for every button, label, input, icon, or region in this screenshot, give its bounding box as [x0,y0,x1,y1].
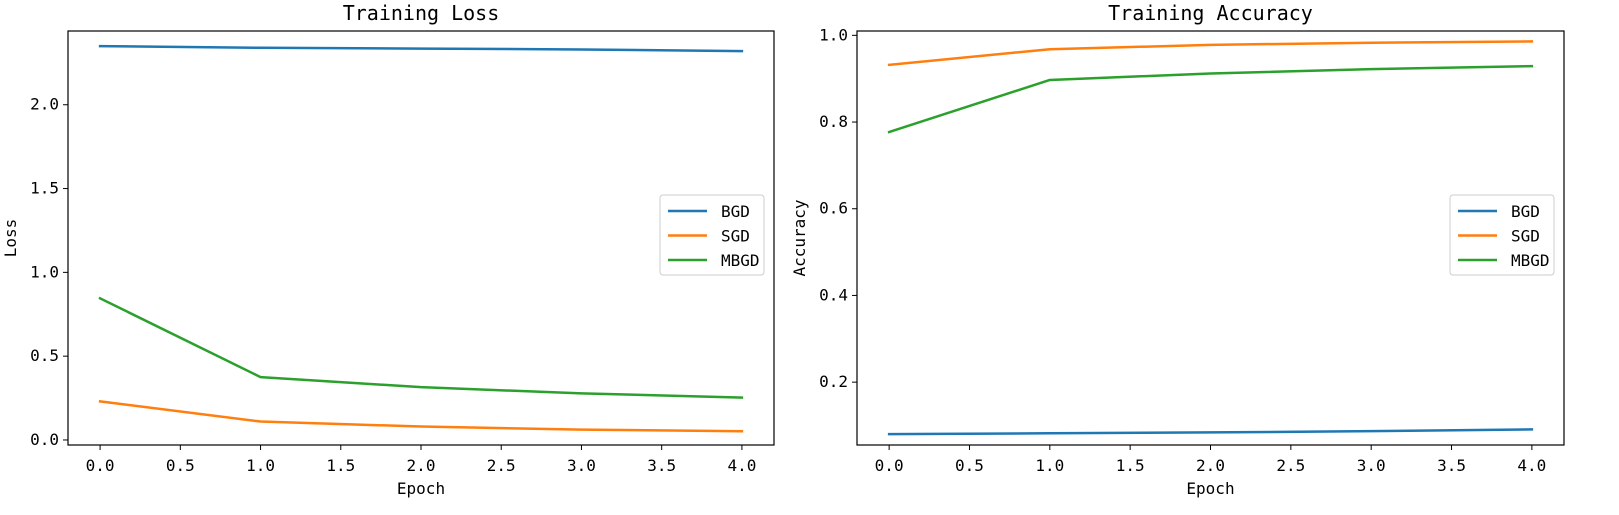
chart0-ytick-label: 1.0 [30,262,59,281]
chart0-ytick-label: 2.0 [30,95,59,114]
chart1-legend-label-bgd: BGD [1511,202,1540,221]
chart0-legend-box [659,194,765,276]
chart1-series-mbgd-line [887,64,1534,134]
chart0-series-sgd-line [98,400,744,433]
chart0-ytick-label: 0.5 [30,346,59,365]
chart1-ytick-label: 0.8 [819,112,848,131]
chart0-xtick-label: 3.5 [647,456,676,475]
chart0-legend: BGD SGD MBGD [659,194,765,276]
chart1-xtick-label: 0.5 [955,456,984,475]
chart1-ytick-label: 1.0 [819,25,848,44]
chart0-ytick-label: 1.5 [30,179,59,198]
chart0-title: Training Loss [343,1,500,25]
chart1-xlabel: Epoch [1186,479,1234,498]
chart1-legend-label-mbgd: MBGD [1511,251,1550,270]
chart0-xtick-label: 4.0 [727,456,756,475]
chart1-xtick-label: 0.0 [875,456,904,475]
chart0-xtick-label: 1.0 [246,456,275,475]
chart0-xtick-label: 2.5 [487,456,516,475]
chart0-legend-label-sgd: SGD [721,227,750,246]
chart0-ylabel: Loss [1,219,20,258]
chart1-xtick-label: 1.0 [1035,456,1064,475]
chart1-axes-frame [856,30,1565,446]
chart1-legend: BGD SGD MBGD [1449,194,1555,276]
chart0-legend-label-mbgd: MBGD [721,251,760,270]
chart1-ytick-label: 0.4 [819,285,848,304]
chart1-xtick-label: 1.5 [1116,456,1145,475]
chart1-xtick-label: 2.5 [1276,456,1305,475]
chart0-xtick-label: 0.0 [86,456,115,475]
chart0-xtick-label: 1.5 [326,456,355,475]
chart0: Training Loss 0.0 0.5 1.0 1.5 2.0 2.5 3.0 3.5 4.0… [1,1,775,498]
chart0-xtick-label: 3.0 [567,456,596,475]
chart0-ytick-label: 0.0 [30,430,59,449]
chart0-legend-label-bgd: BGD [721,202,750,221]
chart0-xtick-label: 2.0 [407,456,436,475]
chart1-ytick-label: 0.2 [819,372,848,391]
chart1-xtick-label: 2.0 [1196,456,1225,475]
chart1-ylabel: Accuracy [790,199,809,276]
chart0-series-mbgd-line [98,296,744,399]
chart0-xtick-label: 0.5 [166,456,195,475]
chart0-series-bgd-line [98,44,744,53]
chart1-series-bgd-line [887,428,1534,436]
chart1-ytick-label: 0.6 [819,199,848,218]
chart0-xlabel: Epoch [397,479,445,498]
chart1-xtick-label: 3.0 [1357,456,1386,475]
chart1-title: Training Accuracy [1108,1,1313,25]
chart1-series-sgd-line [887,40,1534,67]
chart1-xtick-label: 3.5 [1437,456,1466,475]
chart1: Training Accuracy 0.0 0.5 1.0 1.5 2.0 2.5 3.0 3.… [790,1,1565,498]
chart1-legend-box [1449,194,1555,276]
chart1-xtick-label: 4.0 [1517,456,1546,475]
chart0-axes-frame [67,30,775,446]
chart1-legend-label-sgd: SGD [1511,227,1540,246]
